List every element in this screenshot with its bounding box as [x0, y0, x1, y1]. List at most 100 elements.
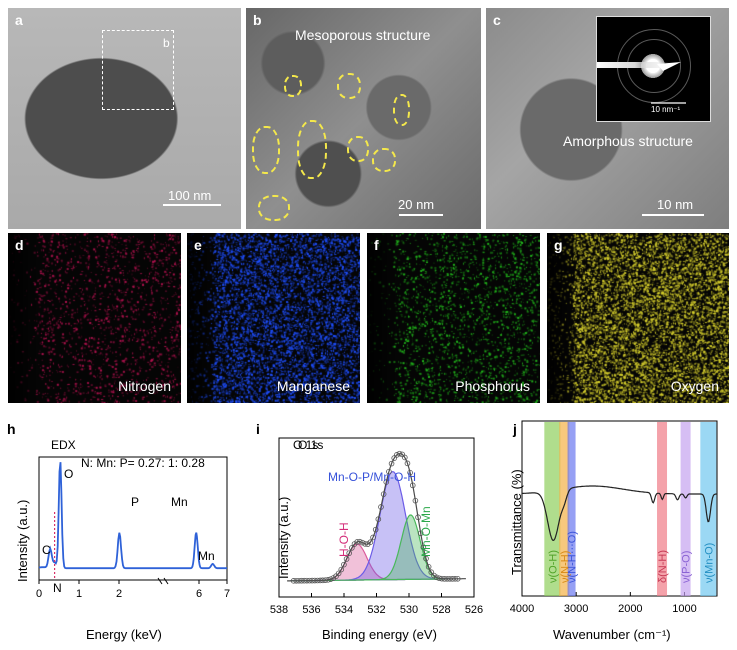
edx-peak-label: N [53, 581, 62, 595]
panel-label-f: f [374, 237, 379, 253]
ftir-band [567, 422, 576, 596]
scale-bar-a [163, 204, 221, 206]
edx-peak-label: Mn [198, 549, 215, 563]
panel-label-b: b [253, 12, 262, 28]
o1s-data-point [322, 577, 329, 583]
tem-panel-a: a b 100 nm [8, 8, 241, 229]
o1s-data-point [346, 550, 353, 556]
o1s-data-point [298, 577, 305, 584]
ftir-chart-svg: 4000 3000 2000 1000 ν(O-H) ν(N-H)ν(N-H⋯O) δ(N-… [510, 420, 718, 615]
edx-tick-label: 2 [116, 588, 122, 600]
o1s-data-point [425, 563, 432, 570]
saed-beam [597, 62, 670, 68]
o1s-data-point [394, 452, 400, 458]
ftir-band-label: ν(P-O) [681, 551, 693, 583]
pore-marker [393, 94, 410, 126]
o1s-tick-label: 528 [432, 604, 450, 616]
o1s-data-point [444, 576, 450, 582]
o1s-component-label: H-O-H [337, 522, 351, 557]
zoom-box-b [102, 30, 174, 110]
ftir-band-label: ν(N-H) [559, 551, 571, 583]
chart-panel-i: i O 1s Intensity (a.u.) Binding energy (… [245, 407, 490, 650]
o1s-tick-label: 536 [302, 604, 320, 616]
map-panel-g: g Oxygen [547, 233, 729, 403]
panel-label-i: i [256, 421, 260, 437]
o1s-data-point [304, 577, 310, 584]
saed-arrow [651, 62, 686, 104]
o1s-data-point [404, 460, 411, 467]
o1s-data-point [290, 578, 297, 584]
zoom-box-label: b [163, 36, 170, 50]
chart-panel-j: j Transmittance (%) Wavenumber (cm⁻¹) 40… [491, 407, 737, 650]
ftir-band [544, 422, 561, 596]
o1s-data-point [409, 482, 416, 489]
ftir-series-line [522, 485, 717, 542]
o1s-data-point [319, 577, 326, 584]
o1s-data-point [306, 577, 313, 584]
o1s-data-point [357, 538, 363, 545]
ftir-band [657, 422, 668, 596]
o1s-tick-label: 538 [270, 604, 288, 616]
o1s-x-axis-title: Binding energy (eV) [322, 627, 437, 642]
ftir-band-label: ν(O-H) [547, 550, 559, 583]
o1s-data-point [380, 491, 387, 497]
edx-x-axis-title: Energy (keV) [86, 627, 162, 642]
phosphorus-map [367, 233, 540, 403]
o1s-data-point [417, 530, 424, 537]
o1s-tick-label: 534 [335, 604, 353, 616]
nitrogen-map [8, 233, 181, 403]
edx-peak-label: P [131, 495, 139, 509]
edx-tick-label: 0 [36, 588, 42, 600]
ftir-band-label: ν(Mn-O) [703, 543, 715, 583]
map-panel-e: e Manganese [187, 233, 360, 403]
o1s-data-point [354, 539, 360, 545]
tem-panel-b: b Mesoporous structure 20 nm [246, 8, 481, 229]
o1s-data-point [327, 576, 334, 582]
o1s-data-point [441, 576, 448, 582]
o1s-data-point [362, 541, 368, 547]
chart-panel-h: h EDX N: Mn: P= 0.27: 1: 0.28 Intensity … [0, 407, 245, 650]
map-panel-f: f Phosphorus [367, 233, 540, 403]
edx-chart-svg: 0 1 2 6 7 C O P Mn Mn N [36, 456, 230, 600]
o1s-data-point [314, 577, 321, 584]
panel-label-j: j [513, 421, 517, 437]
ftir-band-label: δ(N-H) [657, 550, 669, 583]
o1s-data-point [388, 460, 395, 467]
o1s-data-point [439, 575, 445, 582]
o1s-data-point [312, 577, 318, 584]
ftir-band [700, 422, 717, 596]
panel-label-a: a [15, 12, 23, 28]
o1s-data-point [359, 539, 366, 546]
o1s-component-label: Mn-O-Mn [419, 506, 433, 557]
scale-text-c: 10 nm [657, 197, 694, 212]
ftir-band [559, 422, 570, 596]
pore-marker [258, 195, 290, 221]
o1s-data-point [372, 526, 379, 533]
map-name-e: Manganese [276, 378, 350, 394]
oxygen-map [547, 233, 729, 403]
scale-text-b: 20 nm [398, 197, 435, 212]
o1s-title: O 1s [293, 438, 319, 452]
o1s-data-point [420, 544, 427, 551]
ftir-frame [521, 420, 718, 597]
pore-marker [284, 75, 302, 97]
panel-label-d: d [15, 237, 24, 253]
o1s-data-point [449, 576, 456, 582]
edx-title: EDX [51, 438, 76, 452]
saed-scale-text: 10 nm⁻¹ [651, 105, 681, 114]
o1s-data-point [433, 574, 440, 581]
o1s-data-point [402, 454, 408, 461]
tem-panel-c: c Amorphous structure 10 nm⁻¹ 10 nm [486, 8, 729, 229]
o1s-tick-label: 532 [367, 604, 385, 616]
panel-label-c: c [493, 12, 501, 28]
o1s-data-point [396, 450, 403, 457]
map-name-d: Nitrogen [118, 378, 171, 394]
o1s-data-point [293, 577, 300, 584]
edx-tick-label: 6 [196, 588, 202, 600]
o1s-data-point [452, 576, 458, 582]
saed-inset: 10 nm⁻¹ [596, 16, 711, 122]
scale-bar-c [642, 214, 704, 216]
manganese-map [187, 233, 360, 403]
ftir-tick-label: 1000 [672, 603, 696, 615]
o1s-data-point [436, 575, 443, 582]
